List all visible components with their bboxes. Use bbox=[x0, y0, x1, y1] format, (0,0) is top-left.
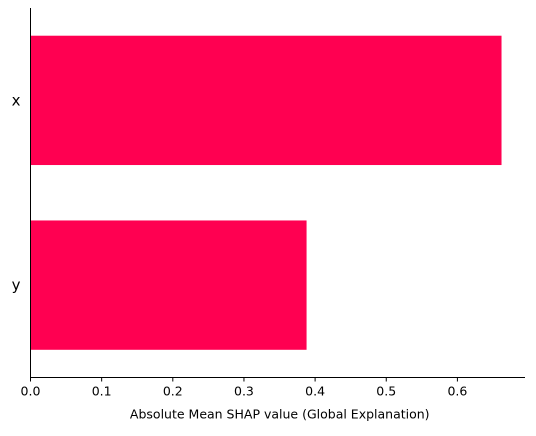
bars-group bbox=[30, 35, 502, 350]
x-ticks: 0.0 0.1 0.2 0.3 0.4 0.5 0.6 bbox=[21, 377, 467, 399]
x-tick-label: 0.2 bbox=[163, 384, 183, 399]
x-tick-label: 0.6 bbox=[447, 384, 467, 399]
y-tick-label-y: y bbox=[12, 276, 21, 294]
x-tick-label: 0.5 bbox=[376, 384, 396, 399]
x-tick-label: 0.4 bbox=[305, 384, 325, 399]
x-axis-label: Absolute Mean SHAP value (Global Explana… bbox=[130, 407, 430, 422]
x-tick-label: 0.3 bbox=[234, 384, 254, 399]
x-tick-label: 0.0 bbox=[21, 384, 41, 399]
y-tick-labels: xy bbox=[12, 91, 21, 294]
bar-x bbox=[30, 35, 502, 166]
y-tick-label-x: x bbox=[12, 91, 21, 109]
x-tick-label: 0.1 bbox=[92, 384, 112, 399]
bar-y bbox=[30, 220, 307, 350]
